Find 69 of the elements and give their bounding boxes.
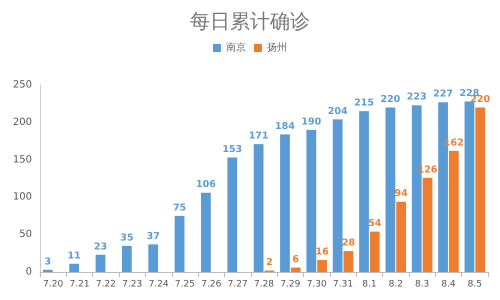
bar: [280, 134, 290, 272]
bar: [227, 158, 238, 272]
data-label: 184: [275, 120, 296, 132]
data-label: 94: [394, 188, 408, 200]
bar: [422, 178, 432, 272]
y-tick-label: 200: [12, 116, 32, 128]
bar: [448, 150, 459, 272]
x-tick-label: 7.28: [254, 280, 274, 290]
bar: [201, 192, 211, 272]
data-label: 3: [44, 256, 52, 268]
y-tick-label: 150: [12, 154, 32, 166]
data-label: 2: [266, 257, 273, 268]
data-label: 223: [406, 92, 427, 103]
bar: [359, 111, 369, 272]
bar: [332, 119, 343, 272]
bar: [344, 251, 354, 272]
data-label: 75: [172, 202, 186, 214]
x-tick-label: 8.5: [468, 280, 482, 290]
data-label: 16: [315, 246, 330, 258]
x-tick-label: 8.3: [414, 280, 430, 290]
x-tick-label: 7.20: [43, 280, 64, 290]
data-label: 190: [301, 116, 322, 128]
x-tick-label: 7.23: [122, 280, 142, 290]
bar: [290, 268, 301, 272]
y-tick-label: 50: [19, 229, 32, 240]
bar: [148, 244, 158, 272]
data-label: 220: [380, 94, 401, 105]
bar: [317, 260, 327, 272]
bar: [96, 254, 106, 272]
bar: [385, 107, 396, 272]
data-label: 215: [354, 98, 374, 109]
x-tick-label: 7.24: [148, 280, 169, 290]
x-tick-label: 8.1: [362, 280, 377, 290]
bar: [464, 101, 474, 272]
x-tick-label: 7.21: [70, 280, 90, 290]
data-label: 204: [328, 106, 348, 117]
data-label: 153: [222, 144, 242, 156]
data-label: 106: [196, 179, 216, 190]
x-tick-label: 7.26: [201, 280, 222, 290]
data-label: 35: [120, 232, 134, 244]
chart-title: 每日累计确诊: [190, 9, 310, 33]
y-tick-label: 0: [26, 266, 32, 278]
bar: [122, 246, 132, 272]
data-label: 11: [68, 250, 81, 262]
data-label: 28: [342, 238, 356, 249]
bar: [475, 107, 486, 272]
x-tick-label: 7.22: [96, 280, 116, 290]
x-tick-label: 8.4: [441, 280, 456, 290]
data-label: 6: [292, 254, 300, 266]
legend-label: 扬州: [267, 42, 287, 54]
data-label: 23: [94, 241, 108, 252]
x-tick-label: 7.25: [174, 280, 195, 290]
x-tick-label: 7.31: [333, 280, 354, 290]
x-tick-label: 7.27: [228, 280, 248, 290]
x-tick-label: 8.2: [388, 280, 403, 290]
x-tick-label: 7.29: [280, 280, 301, 290]
y-tick-label: 100: [12, 192, 32, 203]
data-label: 227: [433, 88, 454, 100]
bar: [174, 216, 184, 272]
bar: [69, 264, 80, 272]
bar: [396, 202, 406, 272]
bar: [370, 232, 380, 272]
bar: [306, 130, 316, 272]
legend-label: 南京: [226, 42, 246, 54]
y-tick-label: 250: [12, 80, 32, 90]
bar: [254, 144, 264, 272]
data-label: 37: [146, 230, 160, 242]
data-label: 171: [248, 130, 269, 142]
x-tick-label: 7.30: [306, 280, 327, 290]
